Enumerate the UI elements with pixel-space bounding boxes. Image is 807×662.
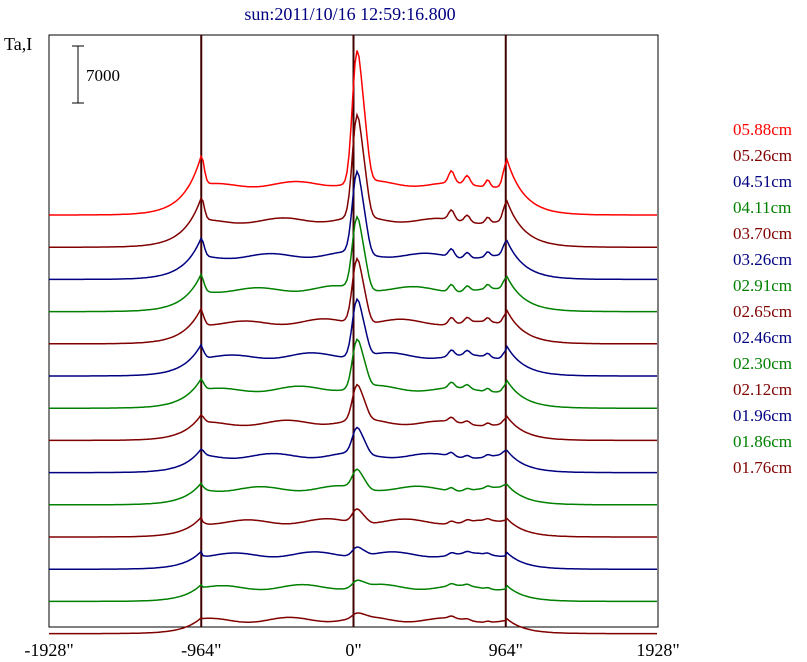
x-tick-labels: -1928" -964" 0" 964" 1928": [24, 640, 679, 660]
x-tick-label-0: -1928": [24, 640, 73, 660]
series-line-05.26cm: [49, 112, 657, 248]
series-line-02.65cm: [49, 383, 657, 442]
series-line-02.12cm: [49, 508, 657, 538]
legend-entry-10: 02.12cm: [733, 380, 792, 399]
series-line-05.88cm: [49, 50, 657, 216]
legend-entry-4: 03.70cm: [733, 224, 792, 243]
legend-entry-5: 03.26cm: [733, 250, 792, 269]
legend-entry-2: 04.51cm: [733, 172, 792, 191]
series-layer: [49, 50, 657, 635]
legend-entry-0: 05.88cm: [733, 120, 792, 139]
x-tick-label-3: 964": [489, 640, 523, 660]
chart-title: sun:2011/10/16 12:59:16.800: [244, 4, 455, 24]
scale-bar: 7000: [72, 45, 120, 104]
legend-entry-12: 01.86cm: [733, 432, 792, 451]
x-tick-label-2: 0": [345, 640, 361, 660]
x-tick-label-1: -964": [181, 640, 221, 660]
vertical-reference-lines: [200, 35, 507, 627]
y-axis-label: Ta,I: [4, 34, 32, 54]
legend-entry-9: 02.30cm: [733, 354, 792, 373]
series-line-03.26cm: [49, 297, 657, 377]
legend-entry-8: 02.46cm: [733, 328, 792, 347]
x-tick-label-4: 1928": [636, 640, 679, 660]
series-line-01.86cm: [49, 579, 657, 603]
series-line-04.51cm: [49, 169, 657, 281]
legend-entry-3: 04.11cm: [733, 198, 791, 217]
series-line-01.96cm: [49, 546, 657, 570]
series-line-02.91cm: [49, 337, 657, 409]
legend: 05.88cm 05.26cm 04.51cm 04.11cm 03.70cm 03.26…: [733, 120, 792, 477]
series-line-03.70cm: [49, 256, 657, 345]
legend-entry-6: 02.91cm: [733, 276, 792, 295]
legend-entry-13: 01.76cm: [733, 458, 792, 477]
series-line-02.30cm: [49, 468, 657, 506]
scale-bar-label: 7000: [86, 66, 120, 85]
legend-entry-7: 02.65cm: [733, 302, 792, 321]
series-line-02.46cm: [49, 426, 657, 474]
legend-entry-11: 01.96cm: [733, 406, 792, 425]
series-line-04.11cm: [49, 214, 657, 313]
series-line-01.76cm: [49, 612, 657, 635]
legend-entry-1: 05.26cm: [733, 146, 792, 165]
